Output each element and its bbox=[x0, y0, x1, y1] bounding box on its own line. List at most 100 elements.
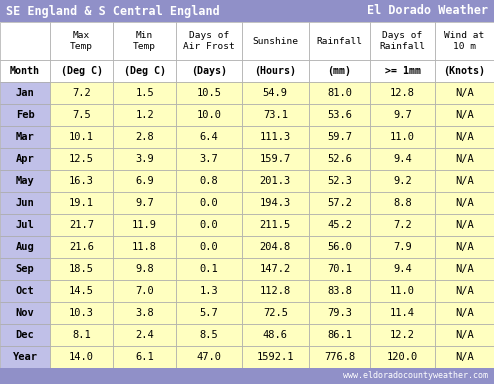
Text: Oct: Oct bbox=[16, 286, 35, 296]
Bar bbox=[176, 258, 242, 280]
Bar bbox=[113, 236, 176, 258]
Text: 9.8: 9.8 bbox=[135, 264, 154, 274]
Bar bbox=[0, 236, 50, 258]
Text: 9.4: 9.4 bbox=[393, 264, 412, 274]
Text: 6.9: 6.9 bbox=[135, 176, 154, 186]
Bar bbox=[309, 126, 370, 148]
Bar bbox=[435, 280, 494, 302]
Text: Wind at
10 m: Wind at 10 m bbox=[445, 31, 485, 51]
Text: 11.4: 11.4 bbox=[390, 308, 415, 318]
Text: N/A: N/A bbox=[455, 242, 474, 252]
Text: 14.5: 14.5 bbox=[69, 286, 94, 296]
Text: 2.8: 2.8 bbox=[135, 132, 154, 142]
Bar bbox=[242, 60, 309, 82]
Bar bbox=[50, 258, 113, 280]
Text: 211.5: 211.5 bbox=[260, 220, 291, 230]
Bar bbox=[50, 192, 113, 214]
Bar bbox=[0, 214, 50, 236]
Text: 8.5: 8.5 bbox=[200, 330, 218, 340]
Bar bbox=[309, 104, 370, 126]
Bar bbox=[309, 60, 370, 82]
Text: 59.7: 59.7 bbox=[327, 132, 352, 142]
Bar bbox=[0, 60, 50, 82]
Bar bbox=[0, 302, 50, 324]
Text: 0.1: 0.1 bbox=[200, 264, 218, 274]
Bar bbox=[113, 346, 176, 368]
Text: N/A: N/A bbox=[455, 176, 474, 186]
Text: N/A: N/A bbox=[455, 132, 474, 142]
Text: 111.3: 111.3 bbox=[260, 132, 291, 142]
Text: Sep: Sep bbox=[16, 264, 35, 274]
Text: 6.1: 6.1 bbox=[135, 352, 154, 362]
Bar bbox=[50, 60, 113, 82]
Bar bbox=[309, 236, 370, 258]
Text: N/A: N/A bbox=[455, 286, 474, 296]
Bar bbox=[370, 302, 435, 324]
Text: 1.5: 1.5 bbox=[135, 88, 154, 98]
Bar bbox=[242, 258, 309, 280]
Bar bbox=[309, 214, 370, 236]
Bar bbox=[176, 170, 242, 192]
Bar bbox=[435, 258, 494, 280]
Text: Days of
Rainfall: Days of Rainfall bbox=[379, 31, 426, 51]
Text: 52.3: 52.3 bbox=[327, 176, 352, 186]
Text: 52.6: 52.6 bbox=[327, 154, 352, 164]
Text: N/A: N/A bbox=[455, 264, 474, 274]
Text: 1.3: 1.3 bbox=[200, 286, 218, 296]
Bar bbox=[0, 346, 50, 368]
Text: 21.7: 21.7 bbox=[69, 220, 94, 230]
Bar bbox=[176, 214, 242, 236]
Text: 8.1: 8.1 bbox=[72, 330, 91, 340]
Text: Nov: Nov bbox=[16, 308, 35, 318]
Text: 10.5: 10.5 bbox=[197, 88, 221, 98]
Text: 6.4: 6.4 bbox=[200, 132, 218, 142]
Bar bbox=[242, 126, 309, 148]
Bar bbox=[176, 60, 242, 82]
Text: 1592.1: 1592.1 bbox=[256, 352, 294, 362]
Bar bbox=[0, 126, 50, 148]
Text: 10.0: 10.0 bbox=[197, 110, 221, 120]
Bar bbox=[50, 236, 113, 258]
Text: 9.7: 9.7 bbox=[135, 198, 154, 208]
Text: Max
Temp: Max Temp bbox=[70, 31, 93, 51]
Bar bbox=[50, 148, 113, 170]
Bar bbox=[242, 280, 309, 302]
Text: 0.8: 0.8 bbox=[200, 176, 218, 186]
Bar bbox=[370, 148, 435, 170]
Text: 7.2: 7.2 bbox=[72, 88, 91, 98]
Bar bbox=[50, 104, 113, 126]
Bar bbox=[176, 126, 242, 148]
Text: SE England & S Central England: SE England & S Central England bbox=[6, 5, 220, 18]
Text: 11.0: 11.0 bbox=[390, 132, 415, 142]
Bar bbox=[242, 82, 309, 104]
Bar bbox=[309, 170, 370, 192]
Bar bbox=[176, 192, 242, 214]
Text: N/A: N/A bbox=[455, 220, 474, 230]
Bar bbox=[370, 170, 435, 192]
Text: El Dorado Weather: El Dorado Weather bbox=[367, 5, 488, 18]
Text: Days of
Air Frost: Days of Air Frost bbox=[183, 31, 235, 51]
Bar bbox=[242, 22, 309, 60]
Text: 9.7: 9.7 bbox=[393, 110, 412, 120]
Bar bbox=[309, 192, 370, 214]
Bar bbox=[113, 60, 176, 82]
Bar bbox=[370, 126, 435, 148]
Bar bbox=[0, 170, 50, 192]
Text: 11.0: 11.0 bbox=[390, 286, 415, 296]
Bar bbox=[370, 236, 435, 258]
Text: 0.0: 0.0 bbox=[200, 220, 218, 230]
Text: May: May bbox=[16, 176, 35, 186]
Text: 57.2: 57.2 bbox=[327, 198, 352, 208]
Bar bbox=[50, 280, 113, 302]
Bar bbox=[309, 302, 370, 324]
Text: 48.6: 48.6 bbox=[263, 330, 288, 340]
Bar bbox=[435, 82, 494, 104]
Bar bbox=[113, 126, 176, 148]
Bar bbox=[435, 126, 494, 148]
Bar bbox=[435, 214, 494, 236]
Bar bbox=[113, 148, 176, 170]
Bar bbox=[242, 104, 309, 126]
Bar bbox=[242, 324, 309, 346]
Bar bbox=[0, 258, 50, 280]
Text: 11.9: 11.9 bbox=[132, 220, 157, 230]
